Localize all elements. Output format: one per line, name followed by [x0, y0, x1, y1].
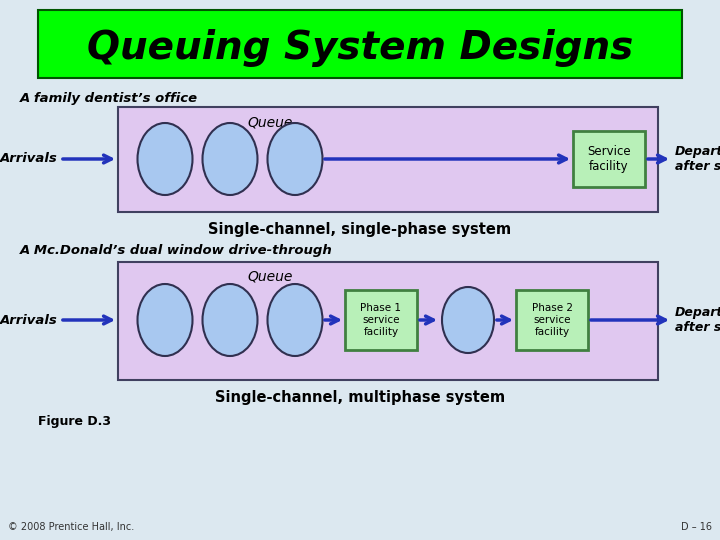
Ellipse shape [138, 284, 192, 356]
Text: Queue: Queue [247, 270, 293, 284]
Text: A family dentist’s office: A family dentist’s office [20, 92, 198, 105]
Text: Departures
after service: Departures after service [675, 145, 720, 173]
Text: Figure D.3: Figure D.3 [38, 415, 111, 428]
Text: Queue: Queue [247, 115, 293, 129]
Ellipse shape [202, 123, 258, 195]
Text: Arrivals: Arrivals [0, 314, 58, 327]
Ellipse shape [442, 287, 494, 353]
Text: A Mc.Donald’s dual window drive-through: A Mc.Donald’s dual window drive-through [20, 244, 333, 257]
Text: D – 16: D – 16 [681, 522, 712, 532]
Ellipse shape [138, 123, 192, 195]
Text: © 2008 Prentice Hall, Inc.: © 2008 Prentice Hall, Inc. [8, 522, 134, 532]
Text: Queuing System Designs: Queuing System Designs [87, 29, 633, 67]
Ellipse shape [202, 284, 258, 356]
Text: Service
facility: Service facility [588, 145, 631, 173]
Text: Single-channel, single-phase system: Single-channel, single-phase system [208, 222, 512, 237]
Ellipse shape [268, 123, 323, 195]
FancyBboxPatch shape [38, 10, 682, 78]
Text: Phase 2
service
facility: Phase 2 service facility [531, 303, 572, 336]
FancyBboxPatch shape [345, 290, 417, 350]
Text: Departures
after service: Departures after service [675, 306, 720, 334]
Text: Arrivals: Arrivals [0, 152, 58, 165]
FancyBboxPatch shape [118, 107, 658, 212]
FancyBboxPatch shape [516, 290, 588, 350]
Ellipse shape [268, 284, 323, 356]
Text: Phase 1
service
facility: Phase 1 service facility [361, 303, 402, 336]
FancyBboxPatch shape [118, 262, 658, 380]
FancyBboxPatch shape [573, 131, 645, 187]
Text: Single-channel, multiphase system: Single-channel, multiphase system [215, 390, 505, 405]
